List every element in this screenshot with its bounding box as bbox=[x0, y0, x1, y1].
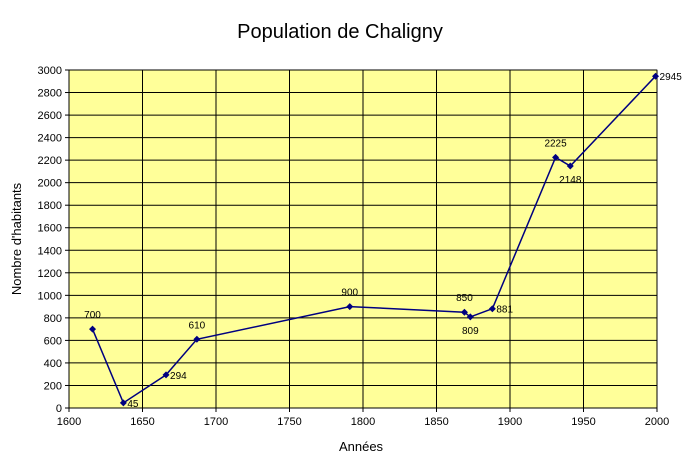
x-tick-label: 1700 bbox=[204, 416, 228, 428]
data-point-marker bbox=[193, 335, 201, 343]
x-tick-label: 2000 bbox=[645, 416, 669, 428]
y-tick-label: 0 bbox=[56, 403, 62, 415]
y-tick-label: 1400 bbox=[38, 245, 62, 257]
data-point-marker bbox=[162, 371, 170, 379]
data-label: 2945 bbox=[660, 72, 683, 83]
y-tick-label: 2600 bbox=[38, 110, 62, 122]
data-point-marker bbox=[119, 399, 127, 407]
data-label: 900 bbox=[341, 288, 358, 299]
chart-title: Population de Chaligny bbox=[237, 21, 443, 43]
y-tick-label: 3000 bbox=[38, 65, 62, 77]
data-label: 700 bbox=[84, 310, 101, 321]
data-point-marker bbox=[460, 308, 468, 316]
data-label: 610 bbox=[189, 320, 206, 331]
y-tick-label: 600 bbox=[44, 335, 62, 347]
data-point-marker bbox=[552, 153, 560, 161]
x-tick-label: 1800 bbox=[351, 416, 375, 428]
x-tick-label: 1650 bbox=[130, 416, 154, 428]
x-axis: 1600 1650 1700 1750 1800 1850 1900 1950 2000 bbox=[57, 407, 669, 428]
x-tick-label: 1600 bbox=[57, 416, 81, 428]
y-axis-title: Nombre d'habitants bbox=[9, 182, 24, 295]
x-axis-title: Années bbox=[339, 439, 384, 454]
y-tick-label: 2800 bbox=[38, 88, 62, 100]
x-tick-label: 1750 bbox=[277, 416, 301, 428]
x-tick-label: 1900 bbox=[498, 416, 522, 428]
y-tick-label: 2200 bbox=[38, 155, 62, 167]
y-tick-label: 1600 bbox=[38, 223, 62, 235]
y-tick-label: 200 bbox=[44, 380, 62, 392]
data-point-marker bbox=[488, 305, 496, 313]
data-labels: 700 45 294 610 900 850 809 881 2225 2148 2945 bbox=[84, 72, 682, 410]
data-point-marker bbox=[466, 313, 474, 321]
data-point-marker bbox=[566, 162, 574, 170]
y-tick-label: 1800 bbox=[38, 200, 62, 212]
data-point-marker bbox=[652, 72, 660, 80]
data-label: 45 bbox=[127, 399, 139, 410]
x-tick-label: 1950 bbox=[571, 416, 595, 428]
data-point-marker bbox=[89, 325, 97, 333]
y-tick-label: 400 bbox=[44, 358, 62, 370]
y-axis: 0 200 400 600 800 1000 1200 1400 1600 1800 2000 220… bbox=[38, 65, 70, 415]
data-point-marker bbox=[346, 303, 354, 311]
y-tick-label: 1200 bbox=[38, 268, 62, 280]
data-label: 850 bbox=[456, 293, 473, 304]
data-label: 881 bbox=[496, 305, 513, 316]
y-tick-label: 800 bbox=[44, 313, 62, 325]
y-tick-label: 2000 bbox=[38, 178, 62, 190]
series-markers bbox=[89, 72, 660, 407]
x-tick-label: 1850 bbox=[424, 416, 448, 428]
data-label: 809 bbox=[462, 326, 479, 337]
y-tick-label: 1000 bbox=[38, 290, 62, 302]
data-label: 294 bbox=[170, 371, 187, 382]
data-label: 2225 bbox=[544, 138, 567, 149]
y-tick-label: 2400 bbox=[38, 133, 62, 145]
data-label: 2148 bbox=[559, 175, 582, 186]
